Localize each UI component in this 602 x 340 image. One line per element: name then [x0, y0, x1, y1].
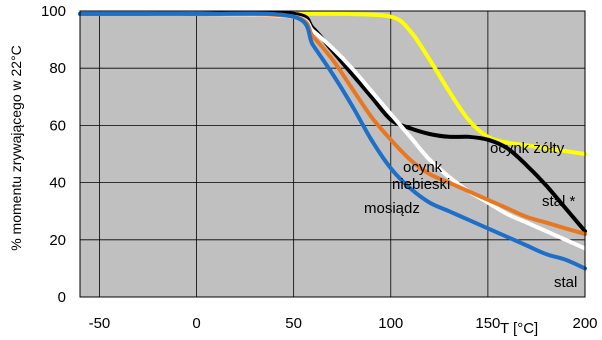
annotation-niebieski: niebieski — [392, 176, 450, 193]
series-line-1 — [78, 10, 587, 234]
annotation-ocynk: ocynk — [403, 159, 443, 176]
y-tick-label: 100 — [41, 3, 66, 20]
x-tick-label: 200 — [572, 315, 597, 332]
y-tick-label: 0 — [58, 289, 66, 306]
series-lines — [78, 10, 587, 271]
y-tick-label: 80 — [49, 60, 66, 77]
annotation-stal: stal — [554, 274, 577, 291]
y-tick-label: 20 — [49, 232, 66, 249]
x-tick-label: 50 — [285, 315, 302, 332]
annotation-ocynk-zolty: ocynk żółty — [490, 140, 565, 157]
x-tick-label: 100 — [378, 315, 403, 332]
y-tick-label: 40 — [49, 175, 66, 192]
series-line-4 — [78, 11, 587, 271]
x-tick-label: -50 — [89, 315, 111, 332]
y-tick-label: 60 — [49, 117, 66, 134]
annotation-stal-star: stal * — [542, 193, 576, 210]
grid — [80, 10, 586, 298]
x-axis-label: T [°C] — [500, 320, 538, 337]
plot-border — [79, 10, 586, 298]
x-tick-label: 150 — [475, 315, 500, 332]
x-tick-label: 0 — [192, 315, 200, 332]
y-axis-label: % momentu zrywającego w 22°C — [8, 45, 24, 251]
tick-labels: 0 20 40 60 80 100 -50 0 50 100 150 200 — [41, 3, 598, 332]
annotation-mosiadz: mosiądz — [364, 200, 420, 217]
